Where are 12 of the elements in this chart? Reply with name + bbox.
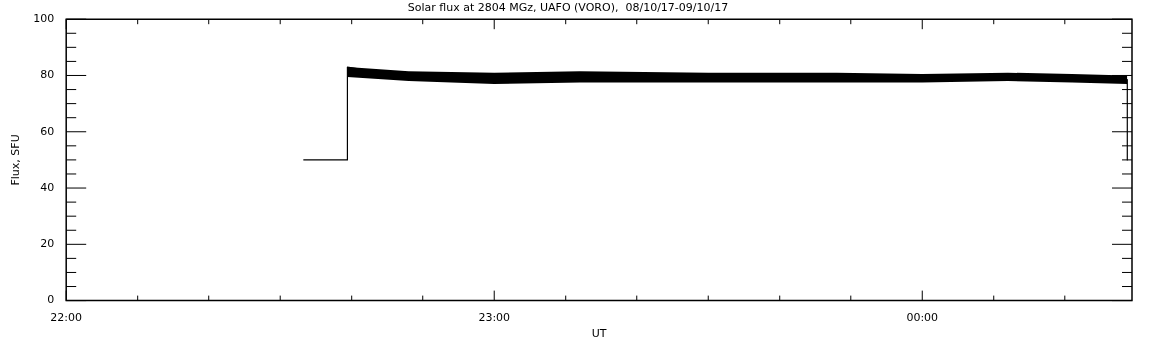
x-tick-label: 23:00	[478, 311, 511, 325]
y-tick-label: 80	[40, 68, 55, 82]
y-axis-title: Flux, SFU	[9, 134, 23, 186]
y-tick-label: 100	[33, 12, 55, 26]
x-tick-label: 00:00	[906, 311, 939, 325]
y-tick-label: 60	[40, 124, 55, 138]
x-axis-title: UT	[591, 327, 607, 341]
x-tick-label: 22:00	[50, 311, 83, 325]
chart-title: Solar flux at 2804 MGz, UAFO (VORO), 08/10/17-09/10/17	[407, 1, 729, 15]
y-tick-label: 0	[47, 293, 55, 307]
y-tick-label: 40	[40, 180, 55, 194]
y-tick-label: 20	[40, 237, 55, 251]
